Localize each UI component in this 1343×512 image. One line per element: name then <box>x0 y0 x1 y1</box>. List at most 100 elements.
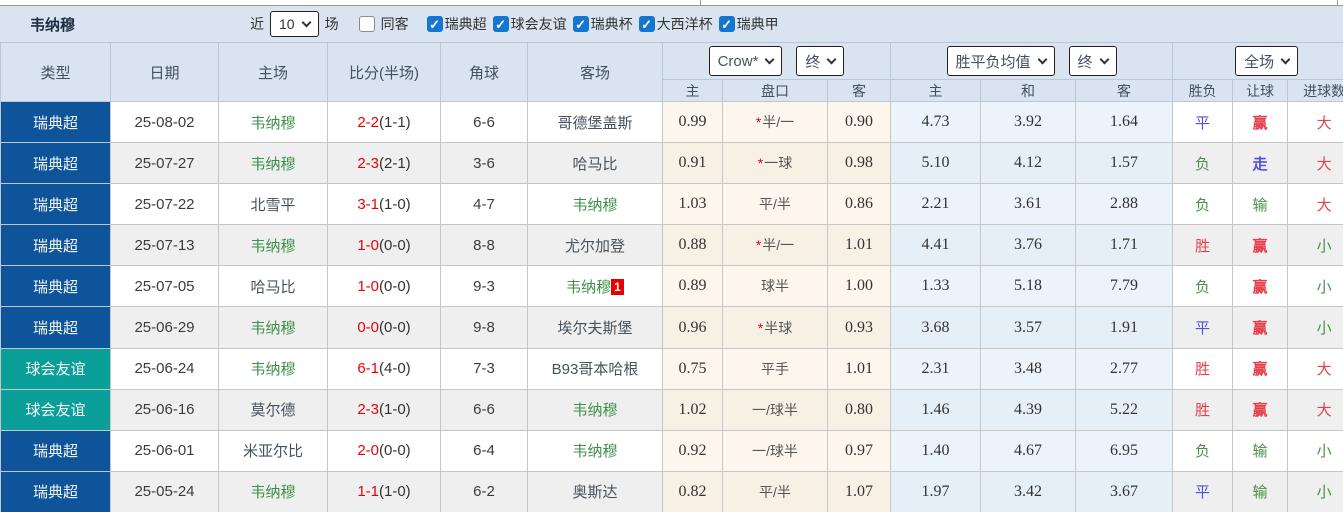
league-checkbox-label-1[interactable]: 球会友谊 <box>510 16 567 32</box>
halftime-score: (0-0) <box>379 277 411 295</box>
filter-bar: 韦纳穆 近 10 场 同客 ✓ 瑞典超 ✓ 球会友谊 ✓ 瑞典杯 ✓ 大西洋杯 ✓ 瑞典甲 <box>0 6 1343 42</box>
away-team-cell: 尤尔加登 <box>527 224 663 267</box>
avg-away-cell: 5.22 <box>1075 388 1174 431</box>
league-cell: 球会友谊 <box>0 388 111 431</box>
chevron-down-icon <box>1280 54 1291 65</box>
match-row: 瑞典超 25-06-29 韦纳穆 0-0(0-0) 9-8 埃尔夫斯堡 0.96 *半球 0.9… <box>0 306 1343 349</box>
handicap-cell: 一/球半 <box>722 429 828 472</box>
col-header-score: 比分(半场) <box>327 42 441 102</box>
avg-odds-select[interactable]: 胜平负均值 <box>946 46 1055 76</box>
avg-time-select[interactable]: 终 <box>1068 46 1117 76</box>
sub-header-wdl: 胜负 <box>1172 79 1234 102</box>
goals-result-cell: 小 <box>1287 429 1343 472</box>
same-away-checkbox[interactable] <box>358 16 375 32</box>
corners-cell: 7-3 <box>440 347 528 390</box>
home-team-cell: 韦纳穆 <box>218 142 328 185</box>
away-team-cell: 韦纳穆 <box>527 388 663 431</box>
avg-home-cell: 4.41 <box>890 224 982 267</box>
match-row: 瑞典超 25-06-01 米亚尔比 2-0(0-0) 6-4 韦纳穆 0.92 一/球半 0.9… <box>0 429 1343 472</box>
away-team-cell: 韦纳穆 1 <box>527 265 663 308</box>
avg-home-cell: 1.33 <box>890 265 982 308</box>
avg-home-cell: 5.10 <box>890 142 982 185</box>
league-checkbox-label-0[interactable]: 瑞典超 <box>444 16 487 32</box>
wdl-result-cell: 胜 <box>1172 388 1234 431</box>
home-team-cell: 莫尔德 <box>218 388 328 431</box>
wdl-result-cell: 平 <box>1172 306 1234 349</box>
avg-draw-cell: 4.67 <box>980 429 1077 472</box>
handicap-result-cell: 赢 <box>1232 388 1289 431</box>
goals-result-cell: 小 <box>1287 224 1343 267</box>
away-team-name: 哥德堡盖斯 <box>557 114 633 132</box>
col-header-home: 主场 <box>218 42 328 102</box>
handicap-result-cell: 赢 <box>1232 347 1289 390</box>
away-team-cell: 哈马比 <box>527 142 663 185</box>
handicap-cell: *半/一 <box>722 100 828 144</box>
halftime-score: (0-0) <box>379 236 411 254</box>
wdl-result-cell: 胜 <box>1172 347 1234 390</box>
league-checkbox-label-2[interactable]: 瑞典杯 <box>590 16 633 32</box>
odds-company-select[interactable]: Crow* <box>708 46 783 76</box>
odds-home-cell: 0.92 <box>662 429 723 472</box>
home-team-cell: 米亚尔比 <box>218 429 328 472</box>
league-cell: 瑞典超 <box>0 100 111 144</box>
handicap-cell: 平/半 <box>722 470 828 512</box>
handicap-result-cell: 赢 <box>1232 265 1289 308</box>
avg-away-cell: 7.79 <box>1075 265 1174 308</box>
sub-header-odds-home: 主 <box>662 79 723 102</box>
date-cell: 25-06-29 <box>110 306 219 349</box>
score-cell: 0-0(0-0) <box>327 306 441 349</box>
avg-draw-cell: 3.61 <box>980 183 1077 226</box>
wdl-result-cell: 平 <box>1172 100 1234 144</box>
league-checkbox-1[interactable]: ✓ <box>492 16 509 32</box>
corners-cell: 8-8 <box>440 224 528 267</box>
odds-home-cell: 0.96 <box>662 306 723 349</box>
matches-label: 场 <box>324 16 339 32</box>
star-marker: * <box>755 114 762 131</box>
chevron-down-icon <box>301 17 312 28</box>
halftime-score: (0-0) <box>379 319 411 337</box>
avg-draw-cell: 3.92 <box>980 100 1077 144</box>
goals-result-cell: 大 <box>1287 388 1343 431</box>
scope-select[interactable]: 全场 <box>1235 46 1299 76</box>
col-header-away: 客场 <box>527 42 663 102</box>
league-checkbox-3[interactable]: ✓ <box>638 16 655 32</box>
odds-away-cell: 0.86 <box>826 183 892 226</box>
avg-draw-cell: 5.18 <box>980 265 1077 308</box>
league-checkbox-label-4[interactable]: 瑞典甲 <box>736 16 779 32</box>
date-cell: 25-06-16 <box>110 388 219 431</box>
league-checkbox-0[interactable]: ✓ <box>426 16 443 32</box>
away-team-name: 韦纳穆 <box>572 196 618 214</box>
corners-cell: 4-7 <box>440 183 528 226</box>
avg-home-cell: 1.40 <box>890 429 982 472</box>
fulltime-score: 6-1 <box>357 360 379 378</box>
league-checkbox-4[interactable]: ✓ <box>718 16 735 32</box>
avg-away-cell: 2.88 <box>1075 183 1174 226</box>
avg-home-cell: 4.73 <box>890 100 982 144</box>
corners-cell: 3-6 <box>440 142 528 185</box>
avg-draw-cell: 3.42 <box>980 470 1077 512</box>
halftime-score: (1-0) <box>379 483 411 501</box>
handicap-result-cell: 输 <box>1232 470 1289 512</box>
score-cell: 6-1(4-0) <box>327 347 441 390</box>
fulltime-score: 1-0 <box>357 236 379 254</box>
home-team-name: 韦纳穆 <box>250 361 296 379</box>
sub-header-handicap: 盘口 <box>722 79 828 102</box>
match-row: 瑞典超 25-05-24 韦纳穆 1-1(1-0) 6-2 奥斯达 0.82 平/半 1.07 1… <box>0 470 1343 512</box>
odds-away-cell: 0.98 <box>826 142 892 185</box>
away-team-cell: 埃尔夫斯堡 <box>527 306 663 349</box>
odds-section-header: Crow* 终 <box>661 42 892 80</box>
league-checkbox-2[interactable]: ✓ <box>572 16 589 32</box>
star-marker: * <box>757 155 764 172</box>
recent-count-select[interactable]: 10 <box>270 11 319 37</box>
match-row: 瑞典超 25-07-05 哈马比 1-0(0-0) 9-3 韦纳穆 1 0.89 球半 1.00 1… <box>0 265 1343 308</box>
away-team-name: 韦纳穆 <box>572 443 618 461</box>
corners-cell: 9-8 <box>440 306 528 349</box>
star-marker: * <box>755 237 762 254</box>
handicap-result-cell: 输 <box>1232 429 1289 472</box>
match-row: 瑞典超 25-07-27 韦纳穆 2-3(2-1) 3-6 哈马比 0.91 *一球 0.98 5… <box>0 142 1343 185</box>
halftime-score: (1-1) <box>379 113 411 131</box>
league-checkbox-label-3[interactable]: 大西洋杯 <box>656 16 713 32</box>
odds-time-select[interactable]: 终 <box>796 46 845 76</box>
odds-home-cell: 1.02 <box>662 388 723 431</box>
same-away-label[interactable]: 同客 <box>380 16 409 32</box>
